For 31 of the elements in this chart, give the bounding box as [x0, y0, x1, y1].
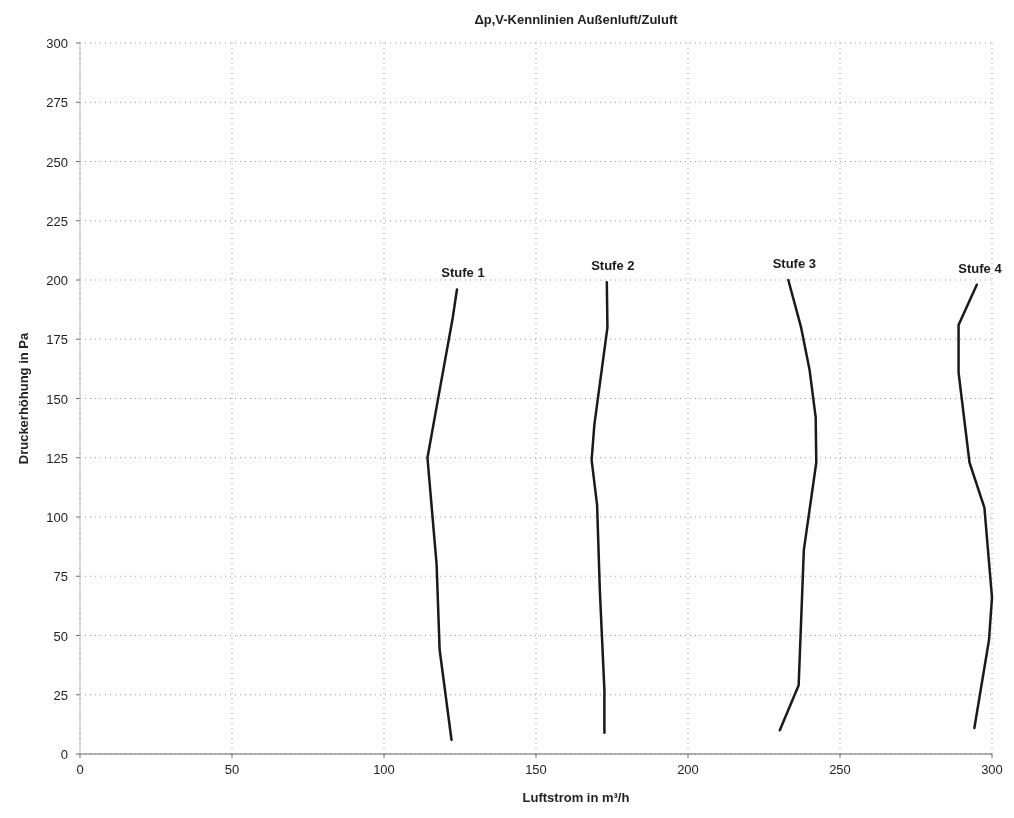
- y-tick-label: 50: [53, 628, 68, 644]
- y-tick-label: 175: [46, 332, 68, 348]
- series-label: Stufe 3: [772, 256, 816, 271]
- series-label: Stufe 2: [591, 258, 635, 274]
- y-tick-label: 250: [46, 154, 68, 170]
- x-tick-label: 50: [224, 762, 240, 777]
- x-tick-label: 250: [829, 762, 851, 777]
- chart-title: Δp,V-Kennlinien Außenluft/Zuluft: [474, 12, 679, 27]
- y-tick-label: 25: [53, 687, 68, 703]
- x-tick-label: 200: [677, 762, 699, 777]
- y-tick-label: 150: [46, 391, 68, 407]
- y-axis-title: Druckerhöhung in Pa: [16, 332, 31, 465]
- y-tick-label: 225: [46, 213, 68, 229]
- series-label: Stufe 4: [958, 260, 1003, 276]
- x-axis-title: Luftstrom in m³/h: [522, 790, 630, 805]
- y-tick-label: 300: [46, 36, 68, 51]
- y-tick-label: 0: [60, 747, 68, 762]
- y-tick-label: 200: [46, 273, 68, 288]
- y-tick-label: 75: [53, 569, 68, 585]
- line-series: [590, 281, 609, 734]
- line-series: [957, 283, 994, 730]
- series-label: Stufe 1: [441, 265, 485, 281]
- line-series: [426, 288, 459, 742]
- y-tick-label: 100: [46, 510, 68, 525]
- x-tick-label: 150: [525, 762, 547, 777]
- y-tick-label: 275: [46, 95, 68, 111]
- x-tick-label: 300: [981, 762, 1003, 777]
- line-series: [778, 278, 818, 732]
- x-tick-label: 0: [76, 762, 84, 777]
- y-tick-label: 125: [46, 450, 68, 466]
- x-tick-label: 100: [373, 762, 395, 777]
